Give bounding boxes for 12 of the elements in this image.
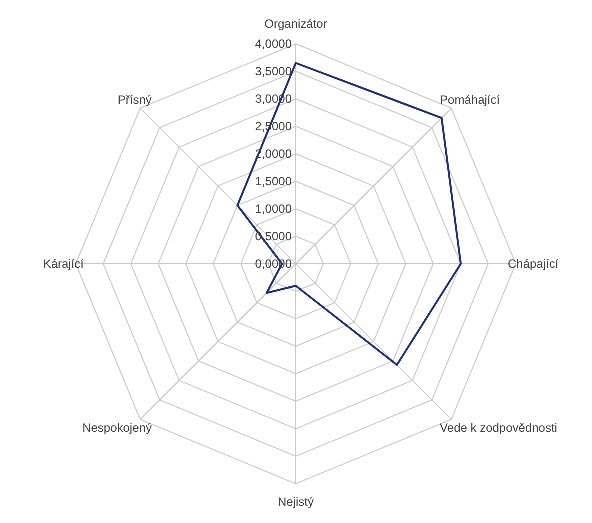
y-tick-label: 1,5000 — [255, 174, 292, 188]
spoke-label: Chápající — [508, 257, 560, 271]
spoke-label: Nejistý — [278, 495, 314, 509]
spoke-label: Nespokojený — [82, 421, 152, 436]
y-tick-label: 1,0000 — [255, 202, 292, 216]
spoke-label: Organizátor — [264, 17, 328, 31]
y-tick-label: 3,5000 — [255, 64, 292, 78]
spoke-label: Vede k zodpovědnosti — [440, 421, 558, 436]
spoke-label: Přísný — [118, 92, 152, 107]
spoke-label: Kárající — [43, 257, 85, 271]
y-tick-label: 4,0000 — [255, 37, 292, 51]
spoke-label: Pomáhající — [440, 92, 501, 107]
